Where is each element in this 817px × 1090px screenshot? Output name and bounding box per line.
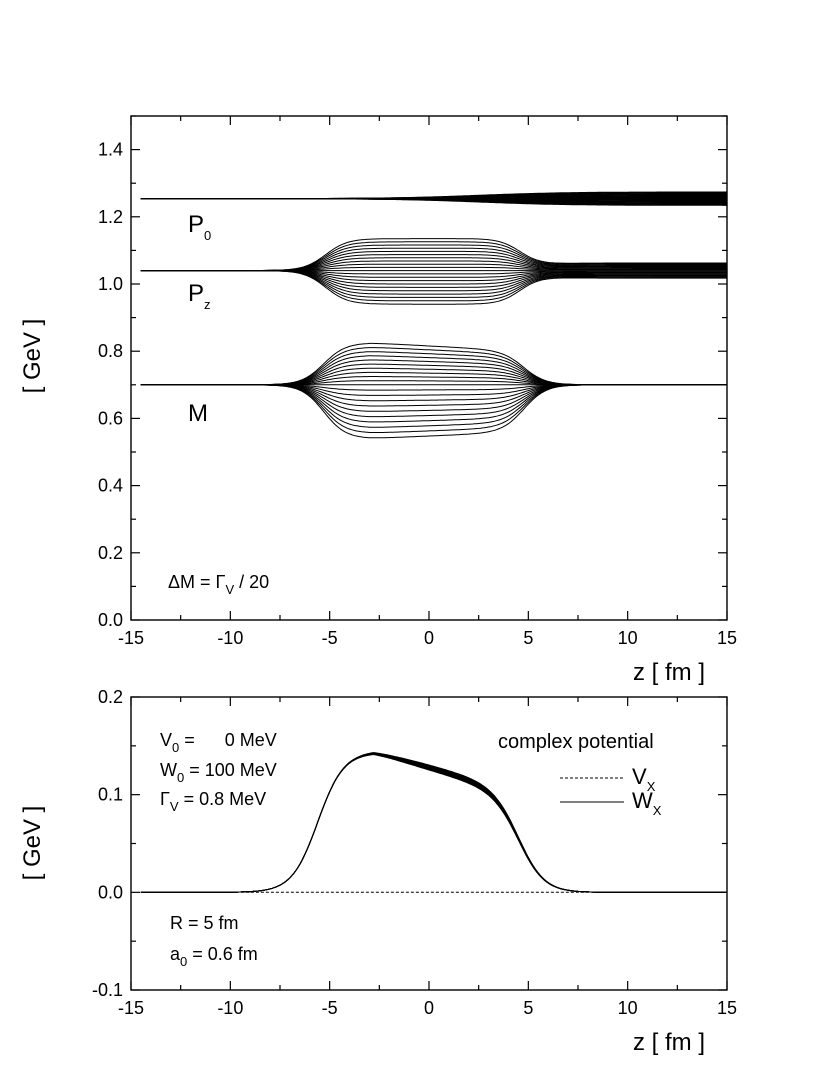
param-v0: V0 = 0 MeV <box>160 730 277 755</box>
m-curve <box>140 380 727 386</box>
legend-title: complex potential <box>498 731 654 753</box>
top-x-axis-label: z [ fm ] <box>633 659 705 686</box>
m-curve <box>140 384 727 391</box>
bottom-y-tick-label: 0.0 <box>98 882 123 902</box>
top-y-tick-label: 0.6 <box>98 408 123 428</box>
bottom-x-tick-label: 5 <box>523 998 533 1018</box>
p0-curve <box>140 191 727 200</box>
top-y-tick-label: 1.0 <box>98 274 123 294</box>
bottom-panel: -15 -10 -5 0 5 10 15 -0.1 0.0 0.1 0.2 V0 = 0 MeV W… <box>19 687 737 1056</box>
top-x-tick-label: -10 <box>217 628 243 648</box>
m-curve <box>140 384 727 402</box>
wx-curve <box>140 752 727 893</box>
m-curve <box>140 371 727 386</box>
geometry-block: R = 5 fm a0 = 0.6 fm <box>170 913 258 969</box>
m-curve <box>140 351 727 386</box>
m-curve <box>140 384 727 412</box>
top-x-tick-label: 0 <box>424 628 434 648</box>
top-y-axis-label: [ GeV ] <box>19 319 46 394</box>
top-annotation: ΔM = ΓV / 20 <box>168 572 269 597</box>
param-gamma-v: ΓV = 0.8 MeV <box>160 789 266 814</box>
top-ticks <box>130 115 728 621</box>
top-panel: -15 -10 -5 0 5 10 15 0.0 0.2 0.4 0.6 0.8 1.0 1.2 1.4 P… <box>19 115 737 686</box>
top-x-tick-label: -15 <box>118 628 144 648</box>
top-y-tick-label: 0.0 <box>98 610 123 630</box>
bottom-x-tick-label: 15 <box>717 998 737 1018</box>
series-label-pz: Pz <box>188 280 211 312</box>
legend: complex potential VX WX <box>498 731 662 818</box>
legend-label-vx: VX <box>632 764 656 794</box>
param-r: R = 5 fm <box>170 913 239 933</box>
top-y-tick-label: 1.4 <box>98 140 123 160</box>
top-y-tick-label: 0.8 <box>98 341 123 361</box>
bottom-y-tick-label: -0.1 <box>92 980 123 1000</box>
m-curve <box>140 347 727 386</box>
param-a0: a0 = 0.6 fm <box>170 944 258 969</box>
top-y-tick-label: 0.4 <box>98 476 123 496</box>
top-y-tick-label: 0.2 <box>98 543 123 563</box>
bottom-x-tick-label: 0 <box>424 998 434 1018</box>
m-curve <box>140 384 727 439</box>
top-x-tick-label: -5 <box>322 628 338 648</box>
bottom-x-tick-label: -10 <box>217 998 243 1018</box>
m-curve <box>140 363 727 386</box>
top-x-tick-label: 10 <box>618 628 638 648</box>
top-y-tick-label: 1.2 <box>98 207 123 227</box>
parameter-block: V0 = 0 MeV W0 = 100 MeV ΓV = 0.8 MeV <box>160 730 277 814</box>
pz-curve <box>140 238 727 272</box>
bottom-x-tick-label: -5 <box>322 998 338 1018</box>
series-label-p0: P0 <box>188 211 211 243</box>
bottom-x-axis-label: z [ fm ] <box>633 1029 705 1056</box>
bottom-curves <box>140 752 727 893</box>
bottom-y-tick-label: 0.2 <box>98 687 123 707</box>
param-w0: W0 = 100 MeV <box>160 760 277 785</box>
legend-label-wx: WX <box>632 788 662 818</box>
bottom-x-tick-label: 10 <box>618 998 638 1018</box>
bottom-x-tick-label: -15 <box>118 998 144 1018</box>
top-curves <box>140 191 727 439</box>
series-label-m: M <box>188 400 208 427</box>
m-curve <box>140 342 727 386</box>
top-tick-labels: -15 -10 -5 0 5 10 15 0.0 0.2 0.4 0.6 0.8 1.0 1.2 1.4 <box>98 140 737 648</box>
bottom-y-axis-label: [ GeV ] <box>19 806 46 881</box>
bottom-y-tick-label: 0.1 <box>98 785 123 805</box>
bottom-tick-labels: -15 -10 -5 0 5 10 15 -0.1 0.0 0.1 0.2 <box>92 687 737 1018</box>
bottom-ticks <box>130 696 728 991</box>
top-x-tick-label: 5 <box>523 628 533 648</box>
top-x-tick-label: 15 <box>717 628 737 648</box>
m-curve <box>140 367 727 386</box>
